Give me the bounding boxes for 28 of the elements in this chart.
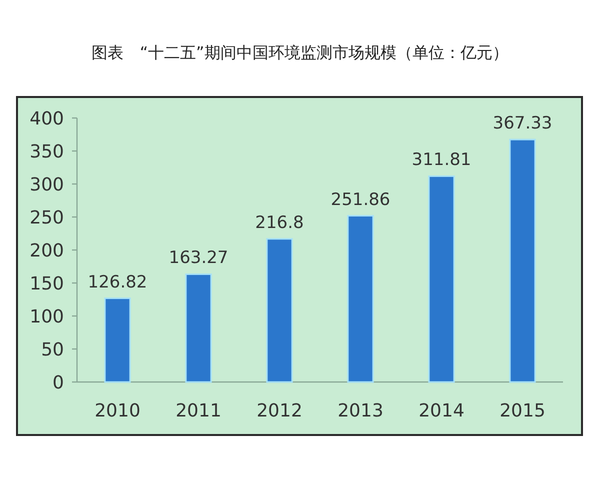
data-label: 311.81 [412,150,472,170]
bar [266,238,293,383]
chart-title: 图表 “十二五”期间中国环境监测市场规模（单位：亿元） [92,43,508,62]
data-label: 367.33 [492,114,552,134]
data-label: 126.82 [88,272,148,292]
bar [104,298,131,383]
data-label: 163.27 [168,248,228,268]
x-tick-label: 2014 [418,400,464,422]
data-label: 216.8 [255,212,304,233]
bar [347,215,374,383]
x-tick-label: 2012 [256,400,302,422]
y-tick-label: 150 [30,273,64,294]
y-tick-label: 0 [52,372,64,394]
x-tick-label: 2010 [94,400,140,422]
x-tick-label: 2015 [500,400,546,422]
x-tick-label: 2011 [176,400,222,422]
y-tick-label: 400 [30,108,64,130]
y-tick-label: 200 [30,240,64,262]
data-label: 251.86 [330,190,390,210]
y-tick-label: 100 [30,306,64,328]
y-tick-label: 50 [41,339,64,360]
y-tick-label: 350 [30,141,64,162]
y-tick-label: 250 [30,207,64,228]
bar [185,273,212,383]
y-tick-label: 300 [30,174,64,196]
x-tick-label: 2013 [338,400,384,422]
bar [509,138,536,383]
bar [428,175,455,383]
